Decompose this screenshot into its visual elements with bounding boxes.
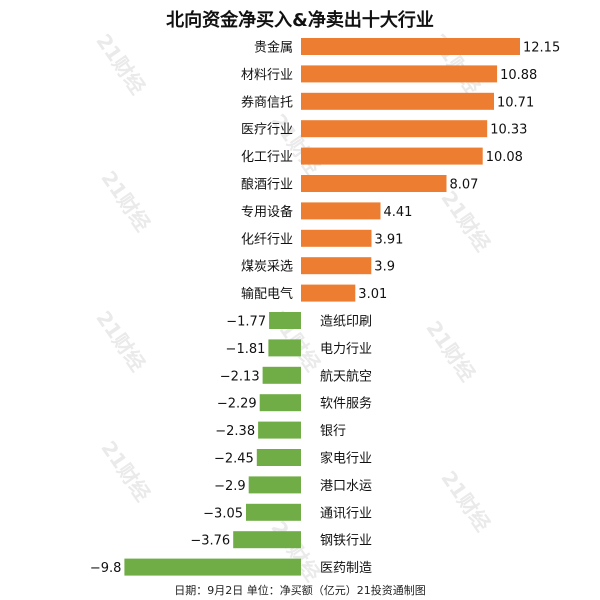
value-label: −1.81 <box>226 342 266 357</box>
category-label: 化纤行业 <box>241 232 293 247</box>
watermark-text: 21财经 <box>421 316 480 385</box>
category-label: 煤炭采选 <box>241 260 293 275</box>
bar-positive <box>301 65 498 83</box>
bar-positive <box>301 120 488 138</box>
bar-positive <box>301 38 520 55</box>
category-label: 港口水运 <box>320 479 372 494</box>
value-label: 10.33 <box>490 123 527 138</box>
value-label: −9.8 <box>90 561 122 576</box>
bar-negative <box>269 312 301 329</box>
watermark-text: 21财经 <box>266 109 325 178</box>
category-label: 酿酒行业 <box>241 177 293 193</box>
bar-negative <box>259 394 301 412</box>
category-label: 化工行业 <box>241 150 293 165</box>
category-label: 造纸印刷 <box>320 315 372 330</box>
category-label: 输配电气 <box>241 286 293 302</box>
bar-negative <box>256 449 301 466</box>
bar-positive <box>301 257 372 275</box>
chart-title: 北向资金净买入&净卖出十大行业 <box>166 10 434 31</box>
value-label: 10.88 <box>500 68 537 83</box>
value-label: −1.77 <box>226 315 266 330</box>
category-label: 银行 <box>320 424 346 439</box>
value-label: 12.15 <box>523 41 560 56</box>
watermark-text: 21财经 <box>91 306 150 375</box>
value-label: −2.29 <box>217 397 257 412</box>
watermark-text: 21财经 <box>436 186 495 255</box>
bar-positive <box>301 175 447 192</box>
chart-footer: 日期：9月2日 单位：净买额（亿元）21投资通制图 <box>174 584 426 597</box>
bar-negative <box>124 558 302 576</box>
value-label: 3.01 <box>358 287 387 302</box>
watermark-text: 21财经 <box>91 29 150 98</box>
value-label: −2.45 <box>214 452 254 467</box>
bar-negative <box>258 421 301 439</box>
bar-negative <box>268 339 301 357</box>
value-label: 10.08 <box>486 150 523 165</box>
value-label: 3.91 <box>375 232 404 247</box>
category-label: 航天航空 <box>320 368 372 384</box>
category-label: 医疗行业 <box>241 123 293 138</box>
bar-positive <box>301 202 381 220</box>
bar-positive <box>301 147 483 165</box>
value-label: −3.05 <box>203 506 243 521</box>
value-label: −2.13 <box>220 369 260 384</box>
value-label: 3.9 <box>374 260 395 275</box>
bar-negative <box>262 366 301 384</box>
watermark-text: 21财经 <box>436 466 495 535</box>
bar-negative <box>248 476 301 494</box>
watermark-text: 21财经 <box>96 436 155 505</box>
category-label: 医药制造 <box>320 561 372 576</box>
value-label: −2.38 <box>215 424 255 439</box>
category-label: 钢铁行业 <box>320 534 372 549</box>
value-label: 4.41 <box>384 205 413 220</box>
bar-positive <box>301 92 494 110</box>
bar-negative <box>246 503 301 521</box>
category-label: 通讯行业 <box>320 506 372 521</box>
category-label: 贵金属 <box>254 40 293 56</box>
value-label: −2.9 <box>214 479 246 494</box>
value-label: −3.76 <box>190 534 230 549</box>
category-label: 专用设备 <box>241 204 293 220</box>
bar-positive <box>301 284 356 302</box>
category-label: 材料行业 <box>241 68 293 83</box>
watermark-text: 21财经 <box>96 166 155 235</box>
category-label: 家电行业 <box>320 451 372 467</box>
value-label: 8.07 <box>450 178 479 193</box>
category-label: 电力行业 <box>320 342 372 357</box>
category-label: 券商信托 <box>241 94 293 110</box>
value-label: 10.71 <box>497 95 534 110</box>
bar-positive <box>301 229 372 247</box>
bar-negative <box>233 531 301 549</box>
category-label: 软件服务 <box>320 396 372 412</box>
